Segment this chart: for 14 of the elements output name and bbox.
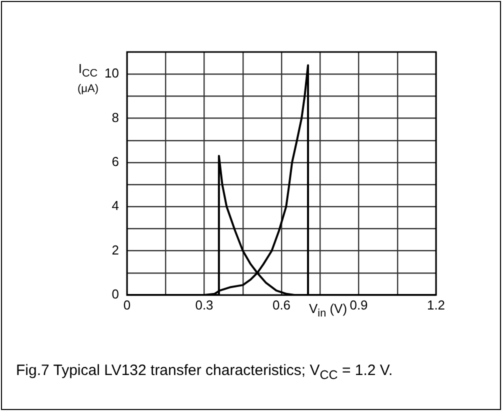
y-tick-label: 2 (112, 242, 119, 258)
x-tick-label: 0.9 (350, 297, 368, 312)
y-tick-label: 6 (112, 154, 119, 170)
y-tick-label: 4 (112, 198, 119, 214)
x-tick-label: 0.6 (272, 297, 291, 312)
x-tick-label: 0.3 (195, 297, 214, 312)
y-tick-label: 10 (104, 66, 119, 81)
y-axis-title: I$_{CC}$ (μA) (77, 61, 98, 94)
y-tick-label: 8 (112, 110, 119, 125)
x-tick-label: 1.2 (426, 297, 446, 312)
y-tick-label: 0 (112, 286, 119, 302)
x-axis-title: V$_{in}$ (V) (309, 301, 348, 320)
x-tick-label: 0 (123, 297, 131, 312)
caption: Fig.7 Typical LV132 transfer characteristics; V$_{CC}$ = 1.2 V. (16, 362, 394, 384)
